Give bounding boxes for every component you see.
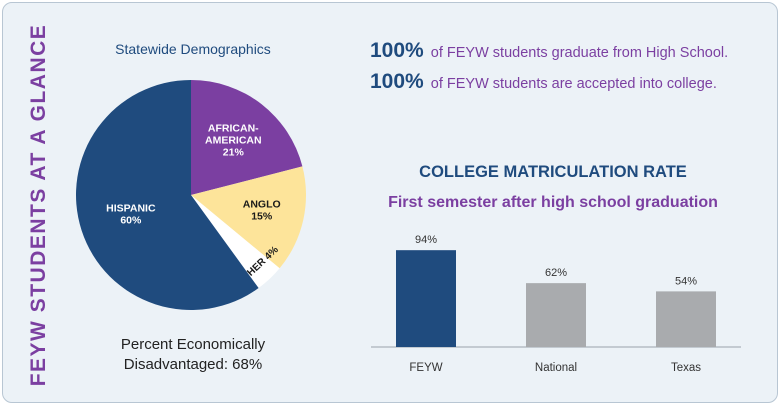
svg-text:60%: 60% xyxy=(120,214,142,226)
bar-value-label-national: 62% xyxy=(545,267,567,279)
bar-feyw xyxy=(396,250,456,347)
acceptance-stat: 100% of FEYW students are accepted into … xyxy=(370,70,717,94)
bar-chart-subtitle: First semester after high school graduat… xyxy=(388,194,718,211)
svg-text:ANGLO: ANGLO xyxy=(243,199,281,211)
bar-chart-title: COLLEGE MATRICULATION RATE xyxy=(419,163,687,181)
pie-slice-african-american xyxy=(191,80,303,195)
graduation-stat-text: of FEYW students graduate from High Scho… xyxy=(430,45,729,61)
bar-category-label-national: National xyxy=(535,362,577,374)
bar-chart: 94% FEYW 62% National 54% Texas xyxy=(371,234,741,374)
bar-texas xyxy=(656,291,716,347)
svg-text:21%: 21% xyxy=(223,146,245,158)
bar-category-label-texas: Texas xyxy=(671,362,701,374)
pie-title: Statewide Demographics xyxy=(115,41,271,57)
pie-slice-hispanic xyxy=(75,80,259,310)
svg-text:15%: 15% xyxy=(251,211,273,223)
bar-category-label-feyw: FEYW xyxy=(409,362,442,374)
bar-national xyxy=(526,283,586,347)
note-line-2: Disadvantaged: 68% xyxy=(123,356,263,373)
economically-disadvantaged-note: Percent Economically Disadvantaged: 68% xyxy=(98,335,288,375)
note-line-1: Percent Economically xyxy=(120,336,266,353)
acceptance-stat-text: of FEYW students are accepted into colle… xyxy=(430,76,717,92)
pie-slice-other xyxy=(191,195,280,289)
svg-text:AMERICAN: AMERICAN xyxy=(205,134,262,146)
svg-text:HISPANIC: HISPANIC xyxy=(106,202,156,214)
graduation-stat: 100% of FEYW students graduate from High… xyxy=(370,39,728,63)
svg-text:AFRICAN-: AFRICAN- xyxy=(208,122,259,134)
graduation-stat-value: 100% xyxy=(370,39,424,62)
bar-value-label-texas: 54% xyxy=(675,275,697,287)
acceptance-stat-value: 100% xyxy=(370,70,424,93)
bar-value-label-feyw: 94% xyxy=(415,234,437,246)
pie-slice-anglo xyxy=(191,166,306,269)
